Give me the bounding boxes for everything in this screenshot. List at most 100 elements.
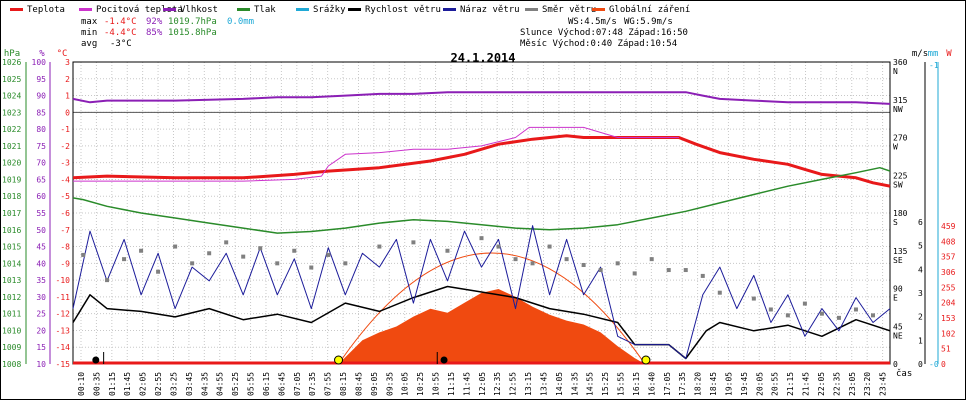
wind-direction-point <box>292 248 297 253</box>
legend-swatch <box>79 8 92 11</box>
x-tick-label: 15:55 <box>617 372 626 396</box>
axis-tick-hpa: 1011 <box>2 310 21 319</box>
axis-tick-temp: -5 <box>60 192 70 201</box>
x-tick-label: 06:45 <box>277 372 286 396</box>
axis-tick-pct: 15 <box>36 343 46 352</box>
axis-tick-temp: -6 <box>60 209 70 218</box>
axis-tick-hpa: 1012 <box>2 293 21 302</box>
wind-direction-point <box>666 268 671 273</box>
axis-unit-hpa: hPa <box>4 49 20 59</box>
x-tick-label: 02:05 <box>139 372 148 396</box>
wind-direction-point <box>564 257 569 262</box>
x-tick-label: 10:55 <box>432 372 441 396</box>
axis-tick-temp: -3 <box>60 159 70 168</box>
x-tick-label: 06:15 <box>262 372 271 396</box>
axis-tick-ms: 2 <box>918 313 923 322</box>
axis-tick-pct: 90 <box>36 92 46 101</box>
axis-tick-wm2: 306 <box>941 268 956 277</box>
axis-tick-hpa: 1023 <box>2 108 21 117</box>
x-tick-label: 14:55 <box>586 372 595 396</box>
axis-tick-hpa: 1026 <box>2 58 21 67</box>
x-tick-label: 22:35 <box>832 372 841 396</box>
axis-tick-dir-letter: NE <box>893 331 903 340</box>
x-tick-label: 03:45 <box>185 372 194 396</box>
axis-tick-temp: -9 <box>60 259 70 268</box>
axis-tick-hpa: 1016 <box>2 226 21 235</box>
axis-unit-ms: m/s <box>912 49 928 59</box>
series-vlhkost <box>72 91 891 105</box>
axis-tick-hpa: 1015 <box>2 243 21 252</box>
axis-tick-wm2: 357 <box>941 253 956 262</box>
wind-direction-point <box>190 261 195 266</box>
axis-tick-pct: 20 <box>36 326 46 335</box>
axis-tick-pct: 30 <box>36 293 46 302</box>
axis-tick-pct: 75 <box>36 142 46 151</box>
moonset-marker <box>440 356 448 364</box>
axis-tick-wm2: 408 <box>941 237 956 246</box>
x-tick-label: 17:05 <box>663 372 672 396</box>
axis-tick-pct: 70 <box>36 159 46 168</box>
stats-wg: WG:5.9m/s <box>624 17 673 27</box>
wind-direction-point <box>377 244 382 249</box>
x-tick-label: 00:35 <box>92 372 101 396</box>
wind-direction-point <box>717 290 722 295</box>
stats-max-temp: -1.4°C <box>104 17 137 27</box>
legend-label: Vlhkost <box>180 5 218 15</box>
x-tick-label: 12:05 <box>478 372 487 396</box>
axis-tick-temp: -4 <box>60 175 70 184</box>
x-tick-label: 10:05 <box>401 372 410 396</box>
wind-direction-point <box>156 269 161 274</box>
x-tick-label: 05:55 <box>247 372 256 396</box>
moon-times: Měsíc Východ:0:40 Západ:10:54 <box>520 39 677 49</box>
legend-swatch <box>296 8 309 11</box>
x-tick-label: 04:55 <box>216 372 225 396</box>
wind-direction-point <box>785 313 790 318</box>
legend-label: Náraz větru <box>460 5 520 15</box>
axis-tick-hpa: 1020 <box>2 159 21 168</box>
wind-direction-point <box>479 236 484 241</box>
x-tick-label: 03:25 <box>169 372 178 396</box>
legend-swatch <box>163 8 176 11</box>
axis-tick-dir-letter: W <box>893 143 898 152</box>
legend-swatch <box>237 8 250 11</box>
stats-min-press: 1015.8hPa <box>168 28 217 38</box>
axis-tick-dir: 135 <box>893 247 908 256</box>
axis-tick-pct: 95 <box>36 75 46 84</box>
x-tick-label: 16:15 <box>632 372 641 396</box>
x-tick-label: 09:35 <box>385 372 394 396</box>
x-tick-label: 07:55 <box>324 372 333 396</box>
wind-direction-point <box>870 313 875 318</box>
axis-tick-dir-letter: N <box>893 67 898 76</box>
x-tick-label: 13:45 <box>539 372 548 396</box>
axis-tick-hpa: 1021 <box>2 142 21 151</box>
axis-tick-ms: 0 <box>918 360 923 369</box>
left-axes: 1026102510241023102210211020101910181017… <box>2 58 70 369</box>
wind-direction-point <box>836 315 841 320</box>
wind-direction-point <box>649 257 654 262</box>
axis-tick-dir: 225 <box>893 171 908 180</box>
axis-tick-hpa: 1010 <box>2 326 21 335</box>
x-tick-label: 19:05 <box>724 372 733 396</box>
axis-tick-wm2: 153 <box>941 314 956 323</box>
wind-direction-point <box>496 244 501 249</box>
wind-direction-point <box>309 265 314 270</box>
axis-tick-hpa: 1017 <box>2 209 21 218</box>
wind-direction-point <box>173 244 178 249</box>
time-axis: 00:10 00:35 01:15 01:45 02:05 02:55 03:25 03:45… <box>77 372 888 396</box>
plot-area <box>72 91 891 365</box>
stats-max-hum: 92% <box>146 17 163 27</box>
axis-tick-temp: 2 <box>65 75 70 84</box>
stats-min-temp: -4.4°C <box>104 28 137 38</box>
axis-tick-dir: 45 <box>893 322 903 331</box>
x-tick-label: 00:10 <box>77 372 86 396</box>
x-tick-label: 20:05 <box>755 372 764 396</box>
stats-max-rain: 0.0mm <box>227 17 254 27</box>
legend-label: Pocitová teplota <box>96 5 183 15</box>
axis-tick-hpa: 1024 <box>2 92 21 101</box>
axis-tick-temp: -15 <box>56 360 71 369</box>
axis-tick-pct: 50 <box>36 226 46 235</box>
sunset-marker <box>641 355 651 365</box>
axis-tick-dir-letter: SE <box>893 256 903 265</box>
x-tick-label: 16:40 <box>647 372 656 396</box>
